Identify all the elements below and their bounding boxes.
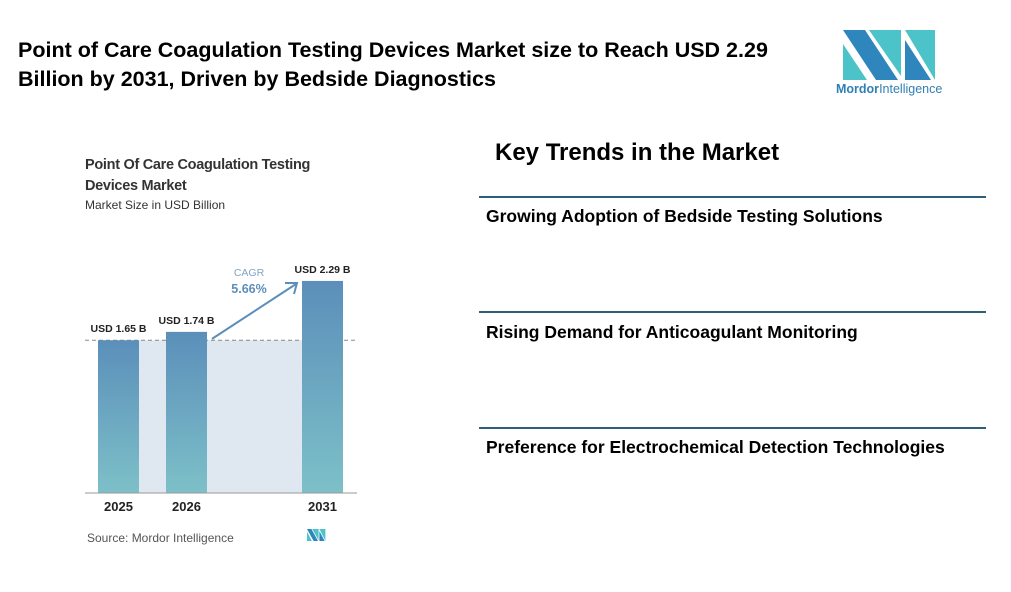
x-tick-label: 2031 — [308, 499, 337, 514]
trend-item: Rising Demand for Anticoagulant Monitori… — [486, 322, 858, 342]
bar-2031 — [302, 280, 343, 493]
chart-subtitle: Market Size in USD Billion — [85, 198, 226, 212]
bar-chart: USD 1.65 B 2025 USD 1.74 B 2026 USD 2.29 B 20… — [85, 264, 357, 514]
x-tick-label: 2026 — [172, 499, 201, 514]
divider — [479, 196, 986, 198]
page-title: Point of Care Coagulation Testing Device… — [18, 38, 768, 91]
mordor-logo-icon — [843, 30, 935, 80]
trend-item: Preference for Electrochemical Detection… — [486, 437, 945, 457]
data-label: USD 1.65 B — [90, 323, 146, 335]
shaded-area — [139, 340, 302, 493]
bar-2025 — [98, 340, 139, 493]
cagr-label: CAGR — [234, 267, 265, 279]
small-logo-icon — [307, 529, 326, 541]
trend-item: Growing Adoption of Bedside Testing Solu… — [486, 206, 883, 226]
chart-title: Point Of Care Coagulation Testing Device… — [85, 157, 311, 194]
cagr-arrow — [211, 283, 297, 340]
chart-source: Source: Mordor Intelligence — [87, 531, 234, 545]
bar-2026 — [166, 331, 207, 493]
cagr-value: 5.66% — [231, 282, 266, 296]
divider — [479, 427, 986, 429]
data-label: USD 2.29 B — [294, 264, 350, 276]
x-tick-label: 2025 — [104, 499, 133, 514]
key-trends-title: Key Trends in the Market — [495, 139, 780, 166]
divider — [479, 311, 986, 313]
data-label: USD 1.74 B — [158, 315, 214, 327]
logo-text: MordorIntelligence — [836, 82, 943, 96]
arrow-head-icon — [285, 282, 299, 295]
